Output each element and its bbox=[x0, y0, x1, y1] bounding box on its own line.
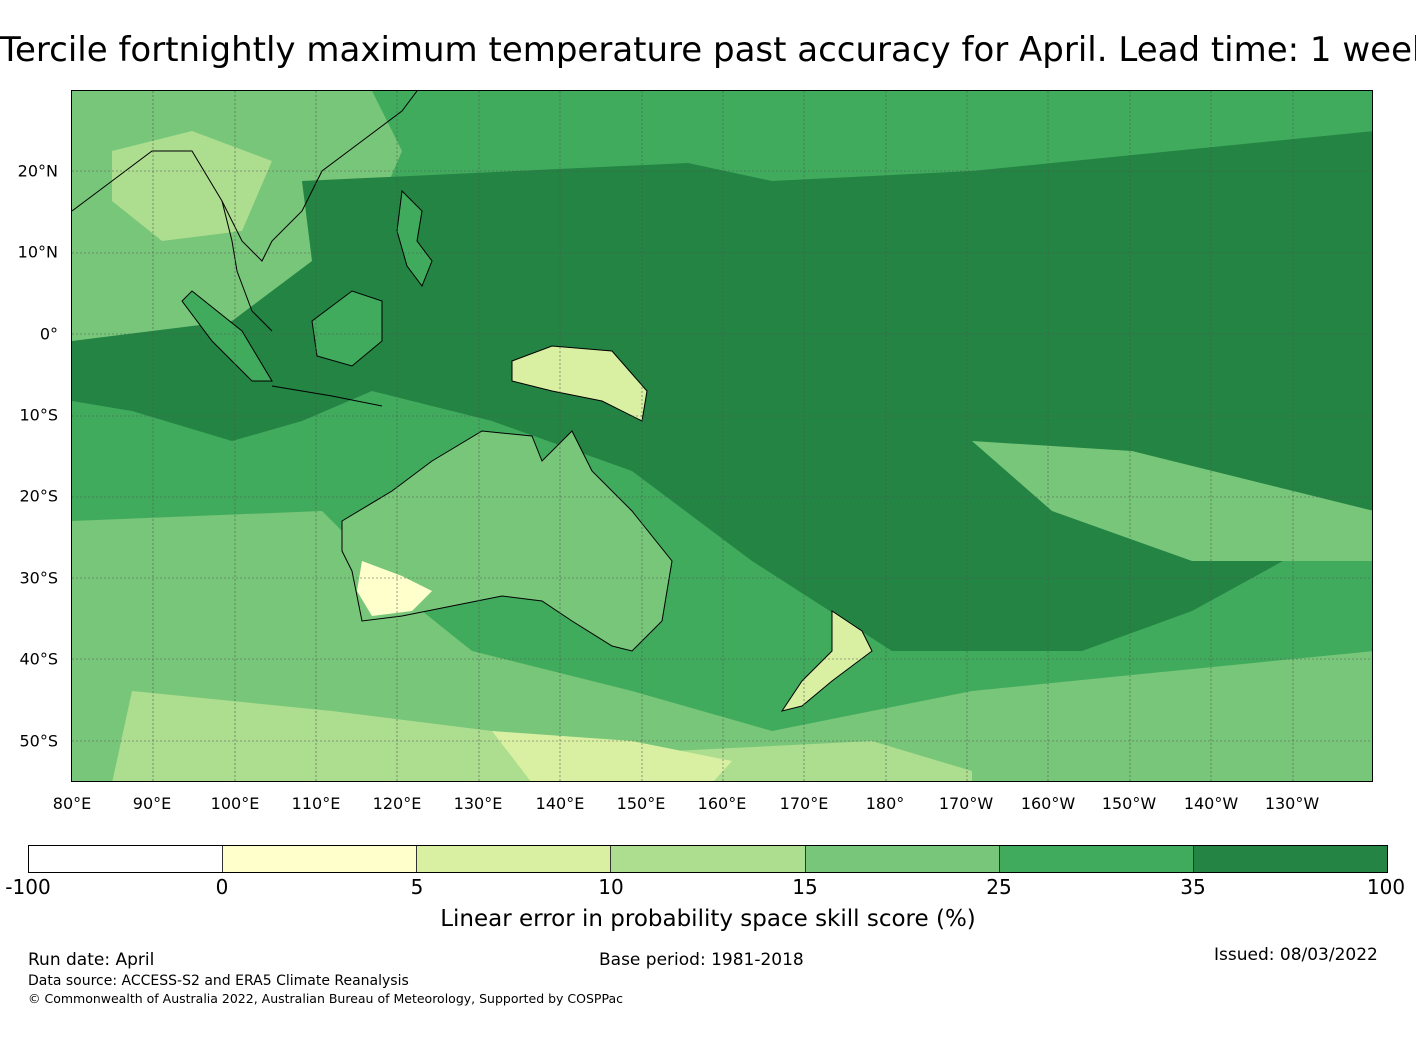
colorbar-segment-5 bbox=[805, 846, 1000, 872]
lon-label-170e: 170°E bbox=[779, 794, 829, 813]
lon-label-170w: 170°W bbox=[938, 794, 994, 813]
data-source: Data source: ACCESS-S2 and ERA5 Climate … bbox=[28, 973, 409, 989]
lat-label-10n: 10°N bbox=[17, 242, 58, 262]
lat-label-equator: 0° bbox=[39, 324, 58, 344]
southern-indian-ocean-region bbox=[72, 511, 1372, 781]
map-title: Tercile fortnightly maximum temperature … bbox=[0, 30, 1416, 70]
lat-label-20n: 20°N bbox=[17, 161, 58, 181]
southern-ocean-light-region bbox=[112, 691, 972, 781]
australia-southwest-pale bbox=[357, 561, 432, 616]
lat-label-10s: 10°S bbox=[19, 405, 58, 425]
lon-label-100e: 100°E bbox=[210, 794, 260, 813]
lon-label-150e: 150°E bbox=[616, 794, 666, 813]
indochina-coast bbox=[72, 91, 418, 262]
colorbar-tick: 0 bbox=[215, 875, 229, 899]
base-period: Base period: 1981-2018 bbox=[599, 950, 804, 970]
run-date: Run date: April bbox=[28, 950, 155, 970]
issued-date: Issued: 08/03/2022 bbox=[1214, 945, 1378, 965]
lat-label-50s: 50°S bbox=[19, 731, 58, 751]
south-pacific-light-stripe bbox=[972, 441, 1372, 561]
map-canvas bbox=[72, 91, 1372, 781]
java bbox=[271, 385, 383, 407]
colorbar-segment-3 bbox=[417, 846, 612, 872]
colorbar-tick: 10 bbox=[598, 875, 624, 899]
lon-label-150w: 150°W bbox=[1101, 794, 1157, 813]
southern-ocean-pale-patch bbox=[492, 731, 732, 781]
sumatra bbox=[181, 290, 273, 382]
colorbar-segment-4 bbox=[611, 846, 806, 872]
lon-label-130w: 130°W bbox=[1264, 794, 1320, 813]
colorbar-segment-6 bbox=[999, 846, 1194, 872]
southeast-asia-light-region bbox=[112, 131, 272, 241]
colorbar-label: Linear error in probability space skill … bbox=[440, 906, 976, 932]
skill-score-map bbox=[71, 90, 1373, 782]
colorbar-tick: 15 bbox=[792, 875, 818, 899]
colorbar bbox=[28, 845, 1388, 873]
colorbar-tick: 5 bbox=[410, 875, 424, 899]
colorbar-tick: -100 bbox=[5, 875, 51, 899]
colorbar-segment-2 bbox=[223, 846, 418, 872]
colorbar-segment-7 bbox=[1193, 846, 1387, 872]
borneo bbox=[311, 290, 383, 367]
north-pacific-region bbox=[632, 91, 1372, 181]
graticule bbox=[72, 91, 1372, 781]
lat-label-40s: 40°S bbox=[19, 649, 58, 669]
pacific-dark-band bbox=[72, 131, 1372, 651]
lon-label-130e: 130°E bbox=[453, 794, 503, 813]
lat-label-20s: 20°S bbox=[19, 486, 58, 506]
lon-label-140e: 140°E bbox=[535, 794, 585, 813]
malay-peninsula bbox=[221, 200, 273, 332]
copyright: © Commonwealth of Australia 2022, Austra… bbox=[28, 991, 623, 1006]
lon-label-160w: 160°W bbox=[1020, 794, 1076, 813]
lon-label-180: 180° bbox=[865, 794, 905, 813]
philippines bbox=[396, 189, 433, 288]
lon-label-80e: 80°E bbox=[52, 794, 92, 813]
lon-label-160e: 160°E bbox=[697, 794, 747, 813]
colorbar-tick: 25 bbox=[986, 875, 1012, 899]
colorbar-tick: 35 bbox=[1180, 875, 1206, 899]
lon-label-90e: 90°E bbox=[132, 794, 172, 813]
lon-label-110e: 110°E bbox=[291, 794, 341, 813]
new-zealand bbox=[780, 610, 873, 712]
lon-label-140w: 140°W bbox=[1183, 794, 1239, 813]
colorbar-segment-1 bbox=[29, 846, 224, 872]
colorbar-tick: 100 bbox=[1366, 875, 1406, 899]
lon-label-120e: 120°E bbox=[372, 794, 422, 813]
lat-label-30s: 30°S bbox=[19, 568, 58, 588]
